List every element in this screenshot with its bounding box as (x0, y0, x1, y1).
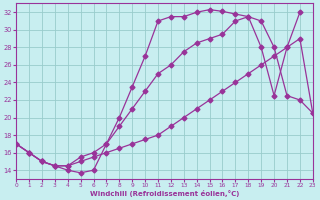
X-axis label: Windchill (Refroidissement éolien,°C): Windchill (Refroidissement éolien,°C) (90, 190, 239, 197)
